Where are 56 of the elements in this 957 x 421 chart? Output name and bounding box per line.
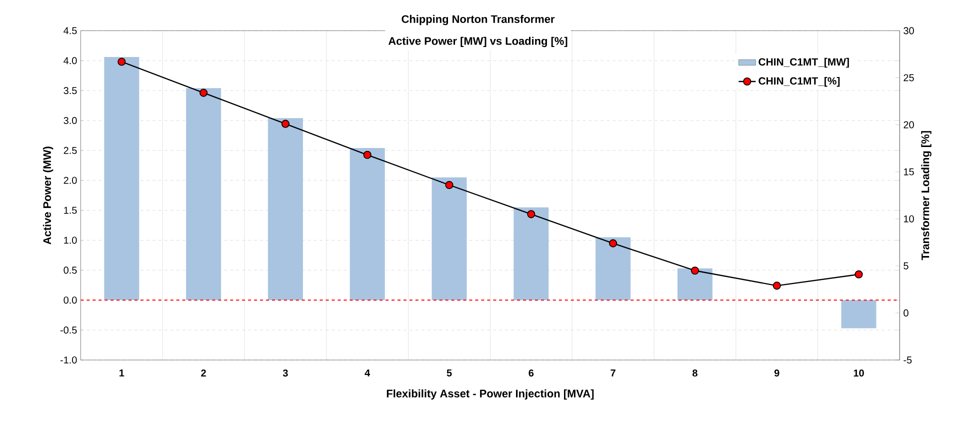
- y-tick-label: 0.5: [64, 266, 77, 274]
- y-tick-label: -1.0: [60, 356, 77, 364]
- x-tick-label: 6: [528, 370, 534, 377]
- x-axis-title: Flexibility Asset - Power Injection [MVA]: [386, 389, 594, 400]
- y2-tick-label: 10: [904, 215, 914, 222]
- point: [527, 210, 536, 218]
- y2-tick-label: 5: [904, 262, 908, 270]
- y-tick-label: 3.0: [64, 116, 77, 124]
- y2-tick-label: -5: [904, 356, 912, 364]
- legend-label: CHIN_C1MT_[%]: [758, 76, 840, 87]
- y-tick-label: 1.5: [64, 206, 77, 214]
- y-tick-label: 4.5: [64, 27, 77, 34]
- x-tick-label: 2: [201, 370, 206, 376]
- y-tick-label: 4.0: [64, 57, 77, 64]
- point: [118, 58, 126, 66]
- text: Active Power [MW] vs Loading [%]: [388, 36, 568, 48]
- point: [363, 150, 372, 159]
- point: [690, 266, 699, 275]
- point: [854, 270, 863, 278]
- y-tick-label: 3.5: [64, 87, 77, 94]
- bar: [350, 148, 385, 300]
- legend-label: CHIN_C1MT_[MW]: [758, 58, 849, 68]
- chart-title: Chipping Norton Transformer: [402, 14, 555, 26]
- y2-axis-title: Transformer Loading [%]: [921, 131, 932, 260]
- x-tick-label: 8: [692, 370, 698, 377]
- y2-tick-label: 20: [904, 121, 914, 128]
- point: [445, 180, 454, 190]
- y-tick-label: 0.0: [64, 296, 77, 304]
- bar: [104, 57, 140, 300]
- point: [281, 120, 290, 128]
- x-tick-label: 9: [774, 370, 780, 377]
- point: [200, 88, 208, 97]
- x-tick-label: 7: [610, 369, 616, 376]
- bar: [677, 268, 712, 300]
- y-axis-title: Active Power (MW): [42, 146, 54, 244]
- bar: [186, 88, 222, 300]
- y2-tick-label: 15: [904, 168, 914, 176]
- x-tick-label: 1: [120, 369, 124, 376]
- bar: [268, 118, 303, 300]
- bar: [596, 237, 631, 300]
- y-tick-label: -0.5: [60, 326, 77, 334]
- x-tick-label: 10: [854, 370, 864, 377]
- x-tick-label: 5: [446, 369, 452, 376]
- y2-tick-label: 30: [904, 27, 914, 34]
- point: [772, 282, 781, 290]
- y-tick-label: 1.0: [64, 236, 77, 244]
- y-tick-label: 2.0: [64, 176, 77, 184]
- y2-tick-label: 0: [904, 309, 908, 316]
- bar: [514, 207, 549, 300]
- bar: [841, 300, 876, 328]
- x-tick-label: 3: [282, 370, 288, 377]
- y2-tick-label: 25: [904, 74, 914, 82]
- x-tick-label: 4: [364, 369, 370, 376]
- point: [609, 239, 618, 248]
- bar: [432, 177, 467, 300]
- y-tick-label: 2.5: [64, 146, 77, 154]
